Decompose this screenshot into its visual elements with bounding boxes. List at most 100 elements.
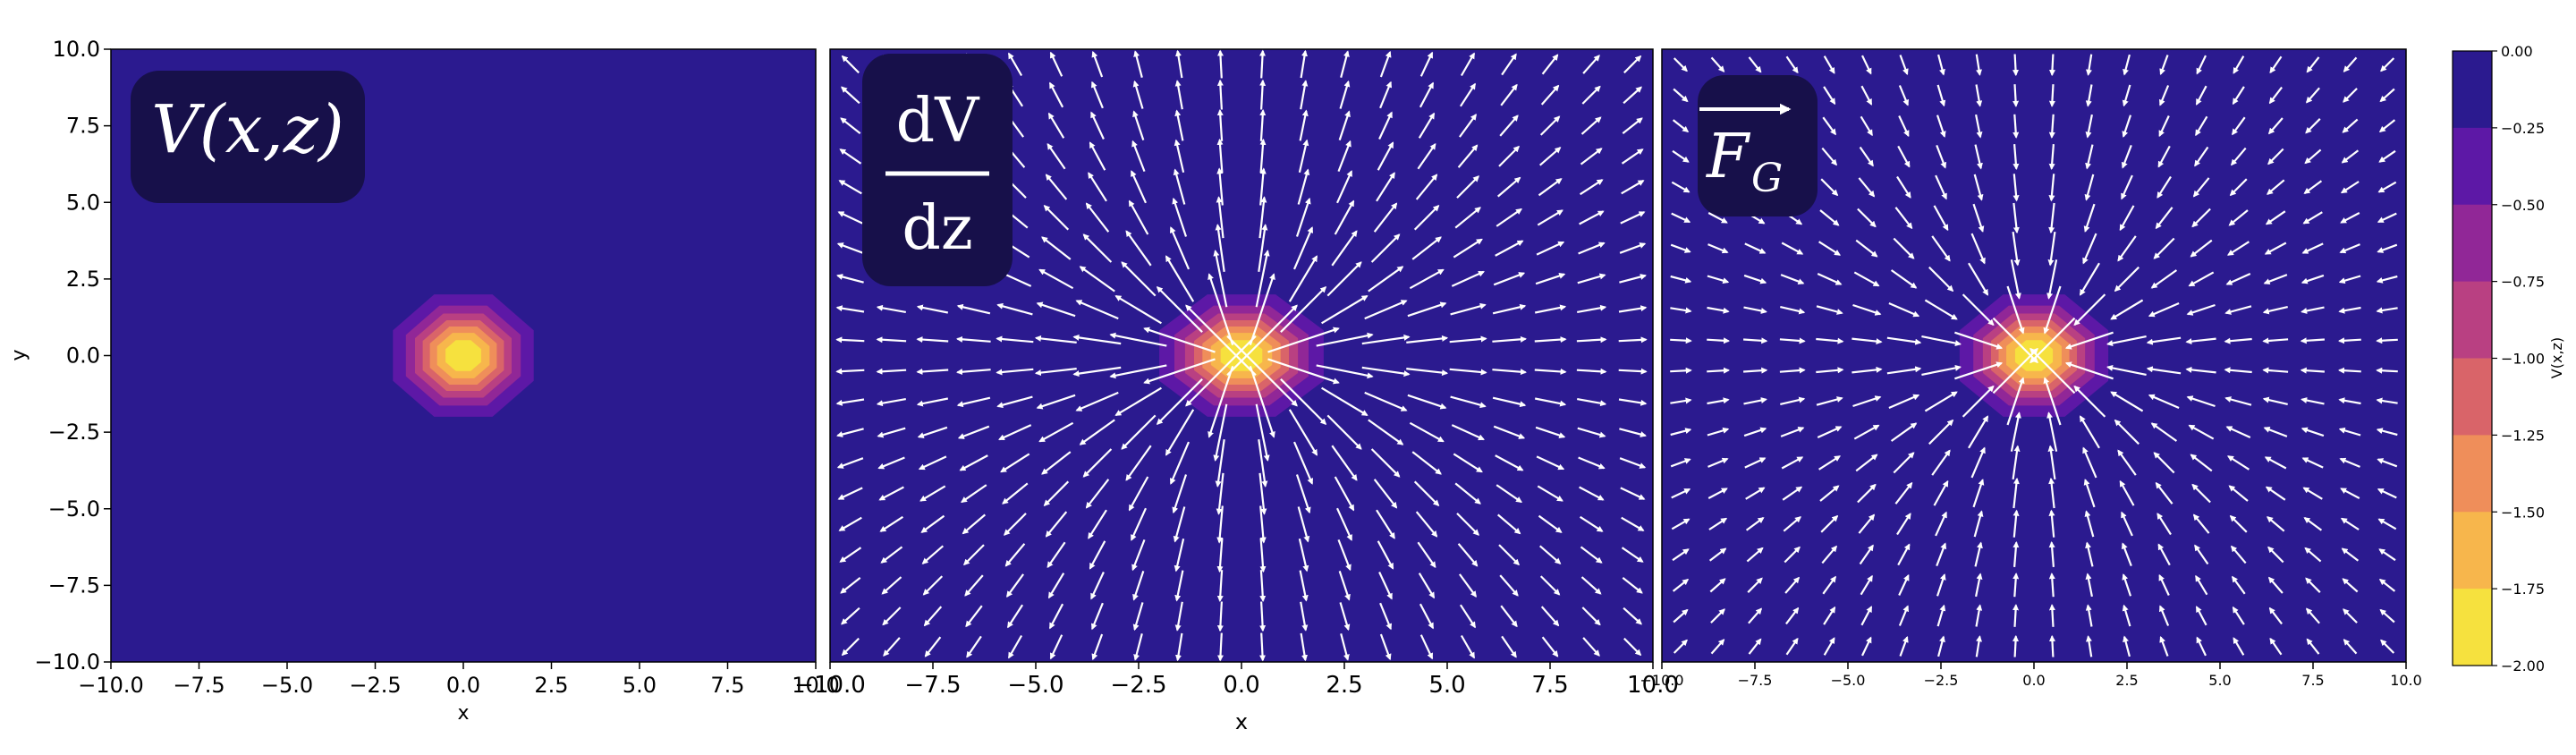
badge-numerator: dV — [896, 86, 981, 157]
quiver-arrow — [1295, 197, 1311, 237]
quiver-arrow — [1496, 484, 1522, 504]
quiver-arrow — [1973, 510, 1984, 538]
quiver-arrow — [1419, 634, 1434, 660]
panel-gradient: −10.0 −7.5 −5.0 −2.5 0.0 2.5 5.0 7.5 10.0 x dV d… — [794, 48, 1679, 734]
quiver-arrow — [2157, 543, 2171, 566]
quiver-arrow — [2196, 55, 2207, 75]
quiver-arrow — [1409, 268, 1445, 290]
quiver-arrow — [1331, 445, 1358, 481]
y-tick-label: 0.0 — [66, 344, 100, 369]
quiver-arrow — [1540, 84, 1560, 106]
quiver-arrow — [964, 574, 984, 597]
quiver-arrow — [1899, 55, 1909, 76]
x-tick-label: 7.5 — [1531, 672, 1568, 699]
quiver-arrow — [836, 457, 864, 469]
quiver-arrow — [1935, 174, 1947, 200]
quiver-arrow — [1132, 110, 1145, 140]
quiver-arrow — [1038, 421, 1074, 443]
x-axis-ticks: −10.0 −7.5 −5.0 −2.5 0.0 2.5 5.0 7.5 10.0 — [794, 662, 1679, 699]
quiver-arrow — [1295, 474, 1311, 514]
quiver-arrow — [2228, 485, 2249, 502]
quiver-arrow — [2082, 233, 2097, 265]
quiver-arrow — [1577, 304, 1607, 313]
quiver-arrow — [1861, 636, 1872, 657]
quiver-arrow — [923, 606, 943, 627]
quiver-arrow — [880, 546, 903, 564]
quiver-arrow — [2379, 88, 2395, 103]
quiver-arrow — [1743, 397, 1767, 405]
quiver-arrow — [2378, 119, 2396, 132]
quiver-arrows — [1670, 54, 2398, 657]
colorbar-tick-label: −2.00 — [2501, 657, 2545, 674]
quiver-arrow — [2085, 604, 2093, 627]
quiver-arrow — [1857, 483, 1877, 504]
quiver-arrow — [1321, 294, 1368, 325]
quiver-arrow — [2232, 575, 2246, 595]
quiver-arrow — [963, 544, 985, 566]
quiver-arrow — [1852, 395, 1882, 408]
quiver-arrow — [2186, 303, 2216, 316]
quiver-arrow — [2377, 488, 2397, 499]
quiver-arrow — [1368, 419, 1404, 445]
quiver-arrow — [1413, 480, 1440, 506]
quiver-arrow — [2010, 259, 2021, 300]
quiver-arrow — [1321, 386, 1368, 417]
quiver-arrow — [956, 303, 991, 315]
quiver-arrow — [2012, 231, 2021, 267]
quiver-arrow — [1459, 573, 1477, 598]
quiver-arrow — [1121, 261, 1157, 297]
quiver-arrow — [1580, 179, 1604, 196]
quiver-arrow — [1215, 439, 1225, 488]
quiver-arrow — [2265, 210, 2286, 225]
quiver-arrow — [917, 426, 948, 438]
quiver-arrow — [1954, 361, 2004, 380]
quiver-arrow — [840, 577, 861, 594]
quiver-arrow — [2121, 174, 2133, 200]
quiver-arrow — [1216, 472, 1224, 515]
quiver-arrow — [1456, 175, 1479, 199]
quiver-arrow — [1379, 602, 1393, 631]
quiver-arrow — [1088, 172, 1107, 202]
quiver-arrow — [1823, 55, 1835, 74]
quiver-arrow — [1131, 539, 1146, 572]
quiver-arrow — [956, 396, 991, 408]
quiver-arrow — [1132, 80, 1144, 109]
quiver-arrow — [2079, 262, 2100, 296]
quiver-arrow — [2064, 361, 2114, 380]
x-tick-label: 10.0 — [2390, 672, 2422, 689]
quiver-arrow — [1852, 337, 1883, 345]
quiver-arrow — [2302, 211, 2323, 225]
quiver-arrow — [2230, 147, 2247, 166]
quiver-arrow — [1493, 272, 1526, 286]
quiver-arrow — [1172, 197, 1188, 237]
quiver-arrow — [2012, 144, 2020, 171]
quiver-arrow — [2157, 175, 2172, 199]
quiver-arrow — [1259, 79, 1267, 110]
quiver-arrow — [1962, 385, 1995, 418]
quiver-arrow — [2264, 456, 2287, 470]
quiver-arrow — [1580, 576, 1602, 595]
quiver-arrow — [1816, 337, 1844, 344]
quiver-arrow — [1621, 516, 1645, 531]
quiver-arrow — [1255, 403, 1270, 462]
quiver-arrow — [1379, 50, 1392, 78]
quiver-arrow — [1898, 115, 1910, 138]
quiver-arrow — [1259, 570, 1267, 603]
quiver-arrow — [1109, 364, 1167, 379]
quiver-arrow — [1541, 54, 1559, 75]
quiver-arrow — [966, 635, 982, 658]
quiver-arrow — [1335, 170, 1353, 204]
quiver-arrow — [2082, 446, 2097, 479]
quiver-arrow — [2010, 411, 2021, 452]
quiver-arrow — [1818, 455, 1841, 471]
quiver-arrow — [841, 86, 860, 105]
quiver-arrow — [876, 336, 907, 344]
quiver-arrow — [2006, 285, 2025, 335]
quiver-arrow — [1340, 50, 1350, 78]
quiver-arrow — [1536, 241, 1565, 256]
quiver-arrow — [1454, 207, 1481, 229]
quiver-arrow — [1407, 301, 1447, 318]
quiver-arrow — [2376, 397, 2398, 404]
quiver-arrow — [1855, 454, 1878, 472]
quiver-arrow — [924, 636, 942, 657]
